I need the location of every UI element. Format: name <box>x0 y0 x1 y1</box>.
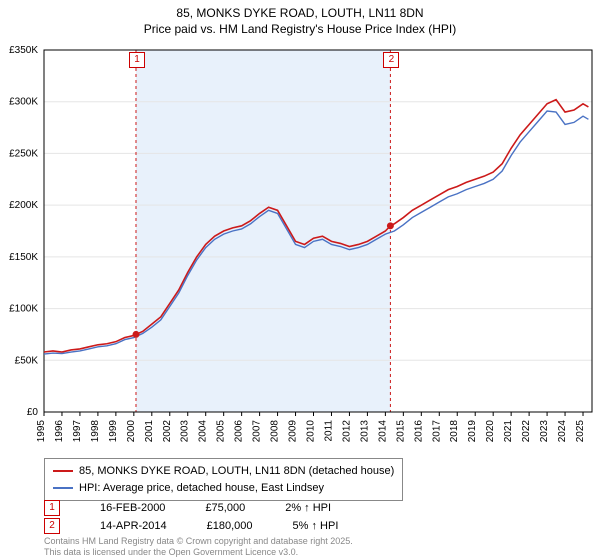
svg-text:1995: 1995 <box>36 420 47 443</box>
footnote-line: Contains HM Land Registry data © Crown c… <box>44 536 353 547</box>
svg-text:2008: 2008 <box>270 420 281 443</box>
svg-text:£100K: £100K <box>9 304 38 315</box>
title-line-2: Price paid vs. HM Land Registry's House … <box>0 22 600 38</box>
svg-text:1997: 1997 <box>72 420 83 443</box>
chart-title: 85, MONKS DYKE ROAD, LOUTH, LN11 8DN Pri… <box>0 0 600 37</box>
svg-text:2013: 2013 <box>359 420 370 443</box>
legend-row: 85, MONKS DYKE ROAD, LOUTH, LN11 8DN (de… <box>53 463 394 480</box>
svg-text:£200K: £200K <box>9 200 38 211</box>
legend: 85, MONKS DYKE ROAD, LOUTH, LN11 8DN (de… <box>44 458 403 501</box>
svg-text:2010: 2010 <box>306 420 317 443</box>
chart-area: £0 £50K £100K £150K £200K £250K £300K £350K 1995… <box>0 42 600 452</box>
marker-date: 14-APR-2014 <box>100 520 167 532</box>
sale-marker-row: 1 16-FEB-2000 £75,000 2% ↑ HPI <box>44 500 331 516</box>
svg-text:2011: 2011 <box>323 420 334 442</box>
legend-swatch <box>53 470 73 472</box>
svg-text:2023: 2023 <box>539 420 550 443</box>
svg-text:2007: 2007 <box>252 420 263 443</box>
svg-text:2024: 2024 <box>557 420 568 443</box>
svg-text:2009: 2009 <box>288 420 299 443</box>
svg-text:2000: 2000 <box>126 420 137 443</box>
svg-text:2025: 2025 <box>575 420 586 443</box>
svg-text:2017: 2017 <box>431 420 442 443</box>
sale-marker-row: 2 14-APR-2014 £180,000 5% ↑ HPI <box>44 518 338 534</box>
svg-text:£0: £0 <box>27 407 39 418</box>
legend-swatch <box>53 487 73 489</box>
marker-price: £75,000 <box>205 502 245 514</box>
title-line-1: 85, MONKS DYKE ROAD, LOUTH, LN11 8DN <box>0 6 600 22</box>
marker-flag: 1 <box>129 52 145 68</box>
marker-date: 16-FEB-2000 <box>100 502 165 514</box>
svg-text:1996: 1996 <box>54 420 65 443</box>
svg-text:2019: 2019 <box>467 420 478 443</box>
svg-text:2012: 2012 <box>341 420 352 443</box>
svg-text:1998: 1998 <box>90 420 101 443</box>
marker-number-box: 1 <box>44 500 60 516</box>
svg-text:2020: 2020 <box>485 420 496 443</box>
legend-label: HPI: Average price, detached house, East… <box>79 480 324 497</box>
svg-text:2006: 2006 <box>234 420 245 443</box>
marker-number-box: 2 <box>44 518 60 534</box>
svg-text:£150K: £150K <box>9 252 38 263</box>
svg-text:2002: 2002 <box>162 420 173 443</box>
svg-text:£350K: £350K <box>9 45 38 56</box>
marker-delta: 5% ↑ HPI <box>293 520 339 532</box>
svg-text:£250K: £250K <box>9 148 38 159</box>
svg-text:£50K: £50K <box>15 355 39 366</box>
svg-text:2001: 2001 <box>144 420 155 443</box>
svg-text:2016: 2016 <box>413 420 424 443</box>
svg-text:£300K: £300K <box>9 97 38 108</box>
svg-text:2014: 2014 <box>377 420 388 443</box>
svg-text:2018: 2018 <box>449 420 460 443</box>
svg-text:2015: 2015 <box>395 420 406 443</box>
legend-row: HPI: Average price, detached house, East… <box>53 480 394 497</box>
legend-label: 85, MONKS DYKE ROAD, LOUTH, LN11 8DN (de… <box>79 463 394 480</box>
marker-delta: 2% ↑ HPI <box>285 502 331 514</box>
chart-svg: £0 £50K £100K £150K £200K £250K £300K £350K 1995… <box>0 42 600 452</box>
svg-text:2005: 2005 <box>216 420 227 443</box>
svg-text:2022: 2022 <box>521 420 532 443</box>
svg-text:1999: 1999 <box>108 420 119 443</box>
svg-text:2004: 2004 <box>198 420 209 443</box>
marker-flag: 2 <box>383 52 399 68</box>
svg-text:2003: 2003 <box>180 420 191 443</box>
svg-text:2021: 2021 <box>503 420 514 443</box>
footnote: Contains HM Land Registry data © Crown c… <box>44 536 353 558</box>
footnote-line: This data is licensed under the Open Gov… <box>44 547 353 558</box>
marker-price: £180,000 <box>207 520 253 532</box>
